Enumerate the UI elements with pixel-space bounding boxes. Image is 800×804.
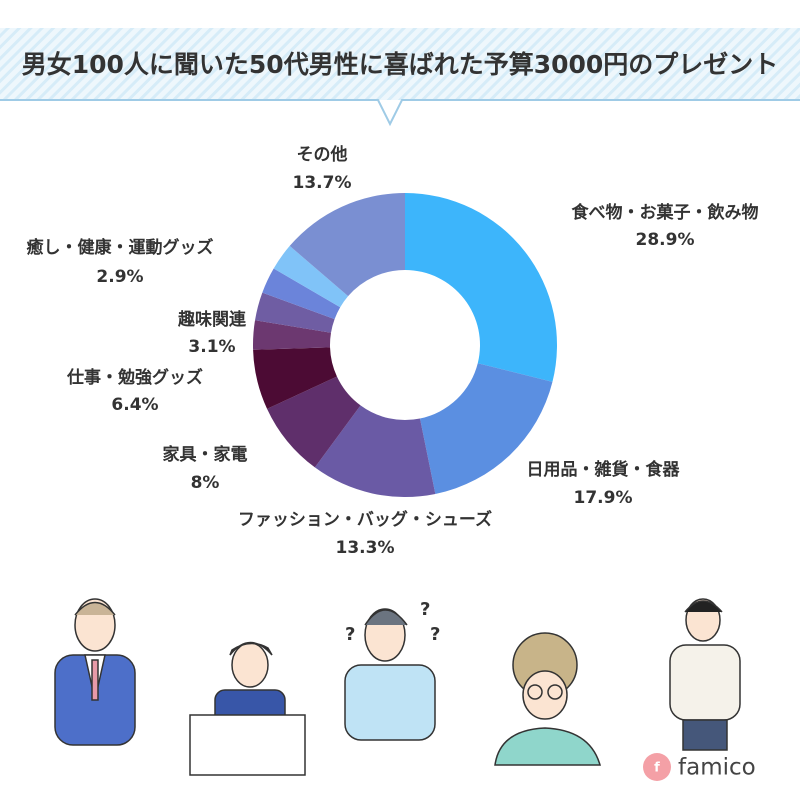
slice-label: その他 xyxy=(297,144,348,165)
logo-icon-letter: f xyxy=(654,761,660,776)
donut-slice xyxy=(253,320,331,350)
donut xyxy=(253,193,557,497)
svg-text:?: ? xyxy=(345,624,355,645)
man-thinking: ? ? ? xyxy=(344,599,440,741)
slice-value: 2.9% xyxy=(96,267,143,287)
donut-slice xyxy=(267,376,361,468)
slice-value: 8% xyxy=(191,473,220,493)
labels: 食べ物・お菓子・飲み物 28.9% 日用品・雑貨・食器 17.9% ファッション・バッグ… xyxy=(27,144,759,558)
man-suit xyxy=(54,598,136,746)
donut-slice xyxy=(255,292,335,333)
title: 男女100人に聞いた50代男性に喜ばれた予算3000円のプレゼント xyxy=(22,50,779,79)
donut-slice xyxy=(405,193,557,382)
slice-value: 13.7% xyxy=(293,173,352,193)
slice-label: 癒し・健康・運動グッズ xyxy=(27,237,214,258)
donut-slice xyxy=(289,193,405,297)
slice-value: 6.4% xyxy=(111,395,158,415)
donut-slice xyxy=(262,268,341,320)
illustrations: ? ? ? xyxy=(54,598,741,776)
title-band xyxy=(0,28,800,100)
slice-label: ファッション・バッグ・シューズ xyxy=(238,509,492,530)
title-pointer xyxy=(0,99,800,127)
svg-text:?: ? xyxy=(430,624,440,645)
slice-value: 17.9% xyxy=(574,488,633,508)
slice-label: 食べ物・お菓子・飲み物 xyxy=(572,202,759,223)
slice-value: 3.1% xyxy=(188,337,235,357)
logo-icon xyxy=(643,753,671,781)
slice-label: 家具・家電 xyxy=(163,444,248,465)
slice-label: 仕事・勉強グッズ xyxy=(66,367,203,388)
slice-value: 28.9% xyxy=(636,230,695,250)
man-sign xyxy=(189,641,306,776)
woman-glasses xyxy=(494,632,601,766)
slice-value: 13.3% xyxy=(336,538,395,558)
logo-text: famico xyxy=(678,755,756,781)
slice-label: 日用品・雑貨・食器 xyxy=(527,459,681,480)
donut-slice xyxy=(253,347,337,409)
donut-slice xyxy=(419,363,553,494)
logo: f famico xyxy=(643,753,756,781)
donut-slice xyxy=(314,405,436,497)
slice-label: 趣味関連 xyxy=(177,309,247,330)
svg-text:?: ? xyxy=(420,599,430,620)
donut-slice xyxy=(273,245,349,308)
man-sweater xyxy=(669,598,741,751)
